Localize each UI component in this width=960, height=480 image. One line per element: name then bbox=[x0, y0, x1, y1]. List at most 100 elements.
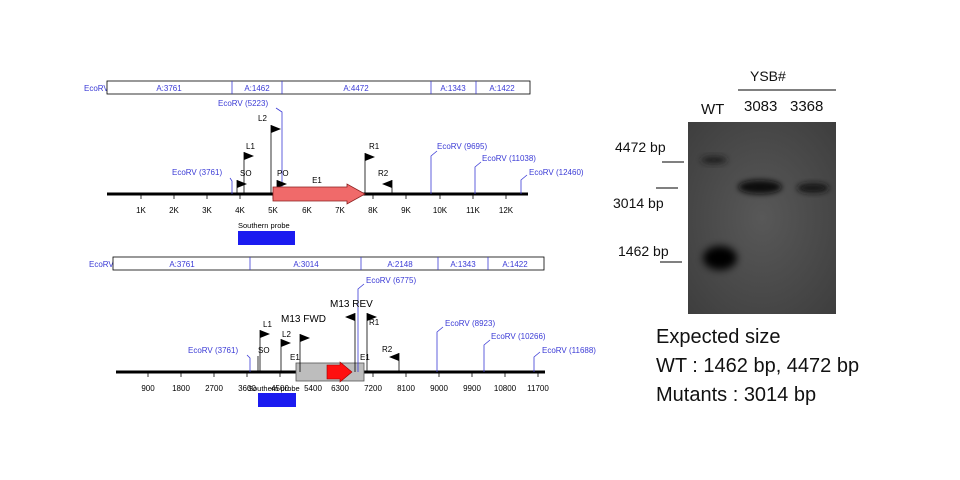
map2-enzyme-label: EcoRV bbox=[89, 260, 114, 269]
blot-lane-label: 3368 bbox=[790, 98, 823, 115]
blot-group-label: YSB# bbox=[750, 68, 786, 84]
map2-cut-label: EcoRV (11688) bbox=[542, 346, 596, 355]
map1-tick-label: 12K bbox=[499, 206, 514, 215]
primer-flag-icon bbox=[260, 330, 270, 338]
map2-so-label: SO bbox=[258, 346, 270, 355]
expected-mutants: Mutants : 3014 bp bbox=[656, 384, 816, 406]
map1-fragment-2: A:1462 bbox=[244, 84, 270, 93]
map2-tick-label: 2700 bbox=[205, 384, 223, 393]
map2-cut-label: EcoRV (8923) bbox=[445, 319, 495, 328]
map2-primer-label-m13-fwd: M13 FWD bbox=[281, 314, 326, 325]
band-wt-4472 bbox=[701, 156, 727, 164]
map2-fragment-5: A:1422 bbox=[502, 260, 528, 269]
map2: EcoRV A:3761 A:3014 A:2148 A:1343 A:1422… bbox=[89, 257, 596, 407]
map1-tick-label: 7K bbox=[335, 206, 345, 215]
map1-primer-label: L1 bbox=[246, 142, 255, 151]
band-wt-1462 bbox=[703, 246, 737, 270]
map2-tick-label: 6300 bbox=[331, 384, 349, 393]
band-3083-3014 bbox=[738, 180, 782, 194]
map2-tick-label: 8100 bbox=[397, 384, 415, 393]
primer-flag-icon bbox=[237, 180, 247, 188]
map1-fragment-5: A:1422 bbox=[489, 84, 515, 93]
map1-tick-label: 4K bbox=[235, 206, 245, 215]
primer-flag-icon bbox=[300, 334, 310, 342]
map2-primer-label: L1 bbox=[263, 320, 272, 329]
primer-flag-icon bbox=[244, 152, 254, 160]
expected-title: Expected size bbox=[656, 326, 781, 348]
map1-tick-label: 2K bbox=[169, 206, 179, 215]
blot-lane-label: 3083 bbox=[744, 98, 777, 115]
map2-cut-line bbox=[437, 327, 443, 372]
blot-image bbox=[688, 122, 836, 314]
primer-flag-icon bbox=[271, 125, 281, 133]
map1-tick-label: 3K bbox=[202, 206, 212, 215]
marker-label: 1462 bp bbox=[618, 243, 669, 259]
map2-tick-label: 11700 bbox=[527, 384, 549, 393]
map1-tick-label: 1K bbox=[136, 206, 146, 215]
map1-primer-label: PO bbox=[277, 169, 289, 178]
map2-tick-label: 5400 bbox=[304, 384, 322, 393]
map2-cut-label: EcoRV (3761) bbox=[188, 346, 238, 355]
map2-tick-label: 900 bbox=[141, 384, 155, 393]
map1-cut-line bbox=[521, 175, 527, 194]
map2-primer-label: R2 bbox=[382, 345, 393, 354]
map1-southern-probe bbox=[238, 231, 295, 245]
map1-gene-label: E1 bbox=[312, 176, 322, 185]
map1-primer-label: L2 bbox=[258, 114, 267, 123]
map2-e1-left-label: E1 bbox=[290, 353, 300, 362]
map1-tick-label: 8K bbox=[368, 206, 378, 215]
map1-primer-label: R1 bbox=[369, 142, 380, 151]
map1-cut-label: EcoRV (9695) bbox=[437, 142, 487, 151]
map1-cut-label: EcoRV (11038) bbox=[482, 154, 536, 163]
map1-cut-line bbox=[230, 178, 232, 194]
map1-fragment-3: A:4472 bbox=[343, 84, 369, 93]
map1-primer-label: R2 bbox=[378, 169, 389, 178]
map2-tick-label: 9900 bbox=[463, 384, 481, 393]
map1-cut-line bbox=[431, 151, 437, 194]
map1-fragment-1: A:3761 bbox=[156, 84, 182, 93]
map1-enzyme-label: EcoRV bbox=[84, 84, 109, 93]
primer-flag-icon bbox=[345, 313, 355, 321]
map2-tick-label: 10800 bbox=[494, 384, 517, 393]
map2-probe-label: Southern probe bbox=[248, 384, 300, 393]
primer-flag-icon bbox=[281, 339, 291, 347]
map1-cut-label: EcoRV (12460) bbox=[529, 168, 584, 177]
map2-tick-label: 9000 bbox=[430, 384, 448, 393]
map1-cut-label: EcoRV (5223) bbox=[218, 99, 268, 108]
primer-flag-icon bbox=[365, 153, 375, 161]
map1-tick-label: 9K bbox=[401, 206, 411, 215]
map2-cut-label: EcoRV (10266) bbox=[491, 332, 546, 341]
map2-tick-label: 1800 bbox=[172, 384, 190, 393]
map2-cut-line bbox=[247, 355, 250, 372]
map1-tick-label: 6K bbox=[302, 206, 312, 215]
map2-fragment-1: A:3761 bbox=[169, 260, 195, 269]
marker-label: 3014 bp bbox=[613, 195, 664, 211]
southern-blot: YSB# WT 3083 3368 4472 bp 3014 bp 1462 b… bbox=[613, 68, 836, 314]
map1-primer-label: SO bbox=[240, 169, 252, 178]
map2-fragment-4: A:1343 bbox=[450, 260, 476, 269]
marker-label: 4472 bp bbox=[615, 139, 666, 155]
map1-tick-label: 10K bbox=[433, 206, 448, 215]
map2-southern-probe bbox=[258, 393, 296, 407]
map2-primer-label: L2 bbox=[282, 330, 291, 339]
map1-gene-arrow bbox=[273, 184, 365, 204]
map1-cut-label: EcoRV (3761) bbox=[172, 168, 222, 177]
expected-size-box: Expected size WT : 1462 bp, 4472 bp Muta… bbox=[656, 326, 859, 406]
map1-cut-line bbox=[475, 162, 481, 194]
map2-cut-label: EcoRV (6775) bbox=[366, 276, 416, 285]
map2-primer-label: R1 bbox=[369, 318, 380, 327]
map1: EcoRV A:3761 A:1462 A:4472 A:1343 A:1422… bbox=[84, 81, 584, 245]
blot-lane-label: WT bbox=[701, 101, 724, 118]
expected-wt: WT : 1462 bp, 4472 bp bbox=[656, 355, 859, 377]
map2-cut-line bbox=[534, 352, 540, 372]
map1-probe-label: Southern probe bbox=[238, 221, 290, 230]
map1-tick-label: 5K bbox=[268, 206, 278, 215]
map2-primer-label-m13-rev: M13 REV bbox=[330, 299, 373, 310]
map1-tick-label: 11K bbox=[466, 206, 480, 215]
primer-flag-icon bbox=[382, 180, 392, 188]
map2-cut-line bbox=[484, 340, 490, 372]
map2-fragment-2: A:3014 bbox=[293, 260, 319, 269]
map2-fragment-3: A:2148 bbox=[387, 260, 413, 269]
primer-flag-icon bbox=[389, 353, 399, 361]
